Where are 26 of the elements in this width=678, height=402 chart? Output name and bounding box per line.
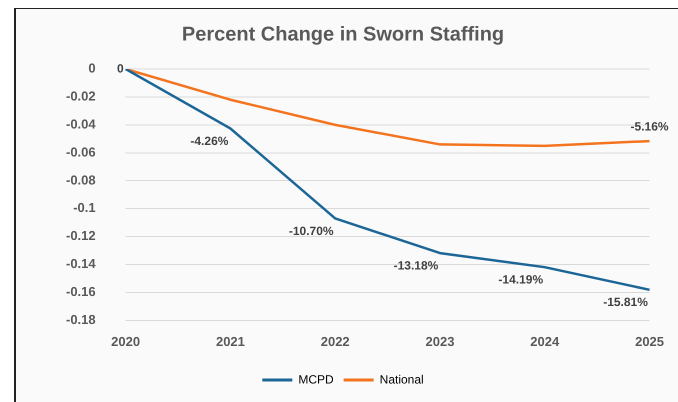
y-tick-label: -0.16 (66, 284, 96, 300)
y-tick-label: -0.12 (66, 228, 96, 244)
data-label: 0 (116, 61, 124, 76)
x-tick-label: 2022 (320, 334, 350, 349)
data-label: -5.16% (630, 119, 669, 134)
x-tick-label: 2024 (530, 334, 560, 349)
legend-label: National (380, 372, 424, 386)
y-tick-label: -0.04 (66, 116, 96, 132)
data-label: -14.19% (498, 272, 544, 286)
y-tick-label: -0.14 (66, 256, 96, 272)
y-tick-label: -0.02 (66, 88, 96, 104)
data-label: -4.26% (190, 134, 229, 148)
y-tick-label: 0 (88, 60, 96, 76)
data-label: -10.70% (288, 224, 334, 238)
y-tick-label: -0.08 (66, 172, 96, 188)
y-tick-label: -0.1 (73, 200, 96, 216)
chart-title: Percent Change in Sworn Staffing (182, 24, 504, 46)
data-label: -13.18% (394, 258, 439, 272)
x-tick-label: 2020 (111, 334, 140, 349)
x-tick-label: 2025 (635, 334, 664, 349)
x-tick-label: 2023 (426, 334, 454, 349)
x-tick-label: 2021 (216, 334, 245, 349)
y-tick-label: -0.06 (66, 144, 96, 160)
legend-label: MCPD (298, 372, 334, 386)
data-label: -15.81% (603, 295, 648, 310)
y-tick-label: -0.18 (66, 312, 96, 327)
